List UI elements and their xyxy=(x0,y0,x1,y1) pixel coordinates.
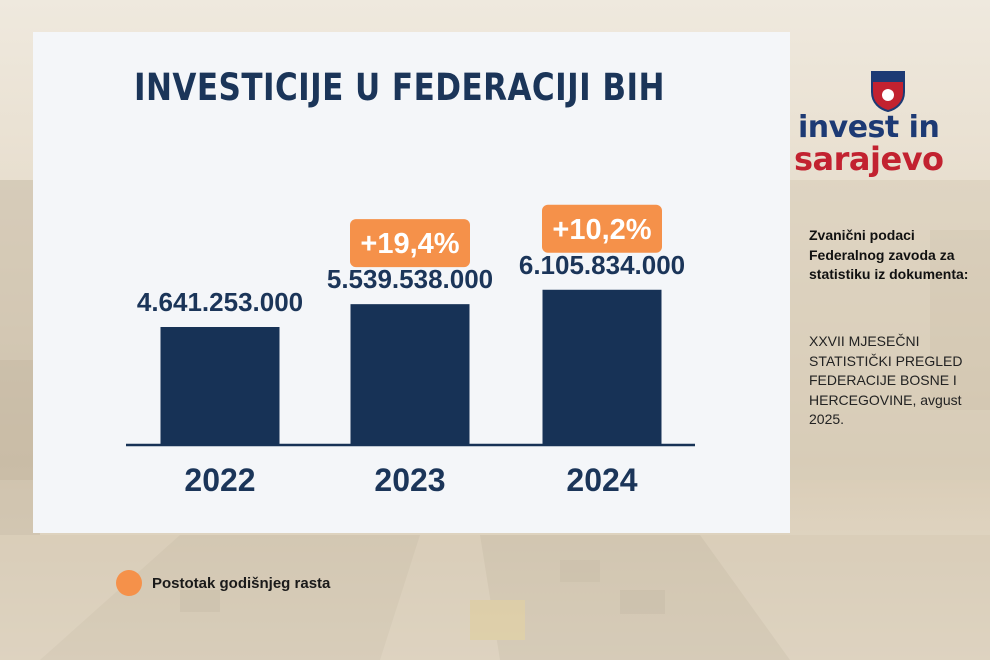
bar-2024 xyxy=(542,289,662,445)
source-document: XXVII MJESEČNI STATISTIČKI PREGLED FEDER… xyxy=(809,333,963,427)
value-label-2023: 5.539.538.000 xyxy=(327,264,493,294)
legend-label: Postotak godišnjeg rasta xyxy=(152,574,331,592)
chart-panel xyxy=(33,32,790,533)
coat-of-arms-icon xyxy=(871,71,905,112)
source-heading: Zvanični podaci Federalnog zavoda za sta… xyxy=(809,227,969,282)
x-tick-label-2024: 2024 xyxy=(566,462,637,498)
invest-in-sarajevo-logo: invest in sarajevo xyxy=(792,70,982,185)
growth-label-2023: +19,4% xyxy=(360,228,459,260)
growth-label-2024: +10,2% xyxy=(552,214,651,246)
growth-badge-2023 xyxy=(350,219,470,268)
x-tick-label-2022: 2022 xyxy=(184,462,255,498)
value-label-2024: 6.105.834.000 xyxy=(519,250,685,280)
logo-line-1: invest in xyxy=(798,110,940,145)
value-label-2022: 4.641.253.000 xyxy=(137,287,303,317)
legend-swatch xyxy=(116,570,142,596)
bar-chart: 4.641.253.000 2022 5.539.538.000 +19,4% 2023… xyxy=(126,204,695,498)
bar-2022 xyxy=(160,327,280,445)
x-tick-label-2023: 2023 xyxy=(374,462,445,498)
logo-line-2: sarajevo xyxy=(794,140,944,178)
chart-title: INVESTICIJE U FEDERACIJI BIH xyxy=(134,66,665,109)
bar-2023 xyxy=(350,304,470,445)
legend: Postotak godišnjeg rasta xyxy=(116,570,330,596)
growth-badge-2024 xyxy=(542,204,662,253)
